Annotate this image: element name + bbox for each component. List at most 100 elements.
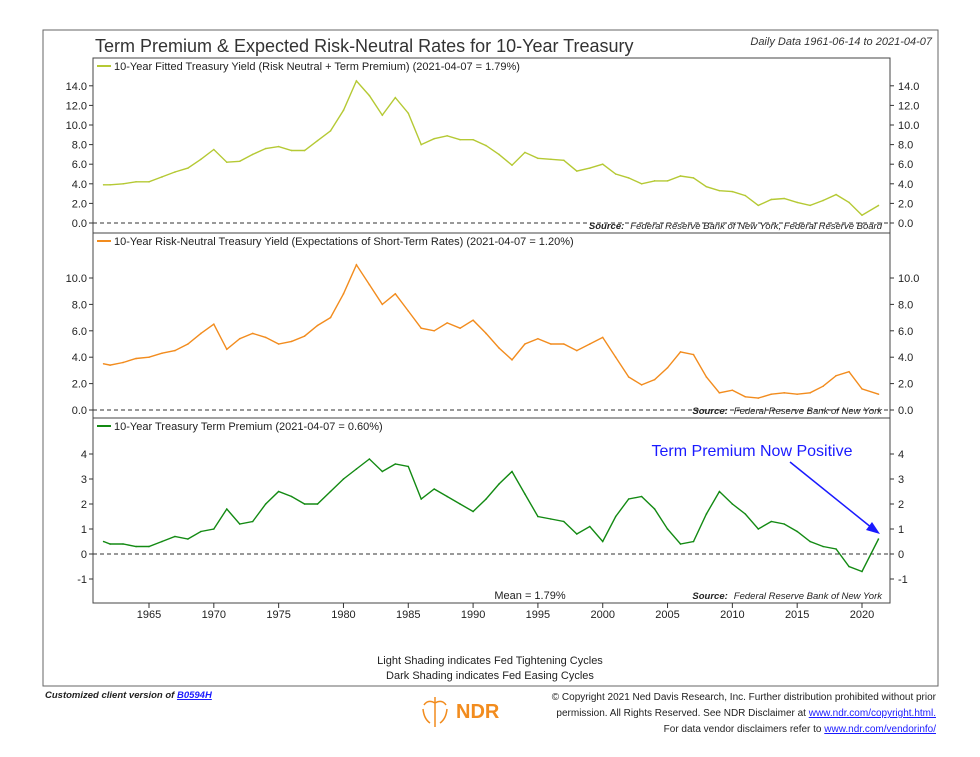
data-point — [614, 356, 617, 359]
data-point — [446, 495, 448, 498]
source-text: Federal Reserve Bank of New York — [734, 406, 883, 417]
source-label: Source: — [692, 591, 727, 602]
data-point — [666, 180, 669, 182]
y-tick-label-right: 0 — [898, 549, 904, 561]
data-point — [640, 384, 643, 386]
data-point — [472, 138, 474, 141]
data-point — [459, 327, 461, 329]
data-point — [472, 319, 474, 322]
data-point — [576, 349, 578, 352]
data-point — [251, 520, 254, 523]
source-text: Federal Reserve Bank of New York, Federa… — [630, 221, 882, 232]
y-tick-label-right: 4 — [898, 449, 904, 461]
x-tick-label: 1985 — [396, 609, 420, 621]
y-tick-label-left: 12.0 — [66, 100, 87, 112]
data-point — [433, 330, 436, 332]
x-tick-label: 1970 — [202, 609, 226, 621]
data-point — [692, 353, 695, 356]
data-point — [550, 343, 552, 345]
data-point — [627, 177, 630, 179]
data-point — [420, 143, 423, 146]
x-tick-label: 1975 — [266, 609, 290, 621]
data-point — [355, 80, 358, 82]
data-point — [705, 513, 708, 515]
data-point — [174, 535, 176, 538]
y-tick-label-right: 4.0 — [898, 352, 913, 364]
data-point — [640, 183, 643, 185]
copyright-line-2: permission. All Rights Reserved. See NDR… — [556, 708, 806, 719]
data-point — [303, 503, 306, 505]
data-point — [666, 366, 669, 369]
x-tick-label: 1990 — [461, 609, 485, 621]
copyright-link[interactable]: www.ndr.com/copyright.html. — [808, 708, 936, 719]
bull-bear-logo-icon — [422, 697, 448, 727]
data-point — [161, 540, 163, 543]
legend-label: 10-Year Treasury Term Premium (2021-04-0… — [114, 421, 383, 433]
data-point — [459, 138, 461, 141]
data-point — [290, 149, 293, 152]
annotation-text: Term Premium Now Positive — [652, 443, 853, 460]
data-point — [225, 348, 228, 351]
data-point — [783, 523, 786, 525]
data-point — [148, 181, 150, 183]
y-tick-label-right: 1 — [898, 524, 904, 536]
data-point — [109, 364, 111, 366]
data-point — [705, 185, 708, 188]
annotation-arrow — [789, 461, 873, 529]
data-point — [277, 490, 280, 493]
series-line-1 — [103, 263, 879, 399]
data-point — [877, 393, 880, 395]
data-point — [368, 283, 371, 286]
data-point — [563, 520, 565, 523]
data-point — [238, 337, 241, 340]
x-tick-label: 1980 — [331, 609, 355, 621]
data-point — [627, 376, 630, 378]
source-label: Source: — [692, 406, 727, 417]
y-tick-label-left: 4 — [81, 449, 87, 461]
data-point — [368, 94, 371, 97]
vendor-link[interactable]: www.ndr.com/vendorinfo/ — [824, 724, 936, 735]
data-point — [822, 199, 824, 202]
data-point — [174, 171, 176, 173]
shading-note-easing: Dark Shading indicates Fed Easing Cycles — [386, 670, 594, 682]
data-point — [329, 130, 332, 132]
data-point — [511, 470, 513, 473]
data-point — [653, 180, 656, 182]
data-point — [135, 357, 137, 360]
data-point — [472, 510, 474, 513]
data-point — [290, 340, 293, 343]
y-tick-label-left: 4.0 — [72, 352, 87, 364]
y-tick-label-right: 12.0 — [898, 100, 919, 112]
data-point — [822, 385, 824, 388]
data-point — [394, 96, 397, 99]
data-point — [446, 134, 448, 137]
y-tick-label-left: 3 — [81, 474, 87, 486]
data-point — [407, 112, 410, 115]
legend-label: 10-Year Fitted Treasury Yield (Risk Neut… — [114, 61, 520, 73]
data-point — [148, 545, 150, 548]
mean-label: Mean = 1.79% — [494, 590, 565, 602]
y-tick-label-left: 2 — [81, 499, 87, 511]
y-tick-label-left: 8.0 — [72, 140, 87, 152]
source-note: Source: Federal Reserve Bank of New York,… — [589, 221, 883, 232]
series-line-2 — [103, 458, 880, 573]
data-point — [459, 503, 461, 505]
y-tick-label-right: 2.0 — [898, 379, 913, 391]
data-point — [679, 543, 682, 545]
data-point — [407, 465, 410, 468]
client-code-link[interactable]: B0594H — [176, 690, 212, 701]
y-tick-label-left: -1 — [77, 574, 87, 586]
data-point — [563, 343, 565, 345]
data-point — [731, 503, 734, 505]
shading-note-tightening: Light Shading indicates Fed Tightening C… — [377, 655, 603, 667]
data-point — [835, 193, 837, 196]
data-point — [102, 540, 105, 543]
data-point — [187, 538, 189, 540]
y-tick-label-left: 2.0 — [72, 198, 87, 210]
data-point — [485, 498, 487, 500]
y-tick-label-right: 2.0 — [898, 198, 913, 210]
data-point — [848, 370, 850, 373]
data-point — [122, 361, 124, 364]
data-point — [109, 543, 111, 545]
data-point — [264, 147, 267, 150]
